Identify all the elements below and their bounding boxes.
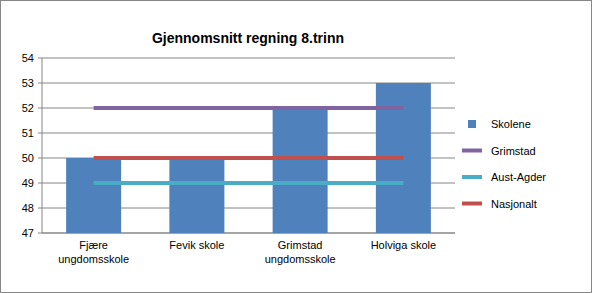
- y-tick-label: 50: [22, 152, 34, 164]
- x-tick-line: ungdomsskole: [58, 253, 129, 265]
- grid-line: [42, 158, 455, 159]
- grid-line: [42, 183, 455, 184]
- x-tick-label: Fjære ungdomsskole: [58, 239, 129, 265]
- y-tick-label: 47: [22, 227, 34, 239]
- plot-area: [66, 83, 431, 233]
- bar: [169, 158, 224, 233]
- x-tick-line: Fevik skole: [169, 239, 224, 251]
- x-tick-label: Fevik skole: [169, 239, 224, 251]
- tick-mark: [38, 83, 42, 84]
- x-tick-line: ungdomsskole: [265, 253, 336, 265]
- chart: Gjennomsnitt regning 8.trinn 47 48 49 50 51 52…: [0, 0, 592, 293]
- x-tick-line: Holviga skole: [371, 239, 436, 251]
- bar: [273, 108, 328, 233]
- tick-mark: [38, 208, 42, 209]
- line: [94, 156, 404, 160]
- y-tick-label: 54: [22, 52, 34, 64]
- tick-mark: [38, 158, 42, 159]
- tick-mark: [38, 233, 42, 234]
- legend-swatch: [462, 202, 482, 206]
- x-tick-label: Holviga skole: [371, 239, 436, 251]
- x-tick-label: Grimstad ungdomsskole: [265, 239, 336, 265]
- y-tick-label: 53: [22, 77, 34, 89]
- frame: [1, 1, 592, 293]
- bar: [66, 158, 121, 233]
- line: [94, 106, 404, 110]
- legend-label: Nasjonalt: [491, 198, 537, 210]
- title: Gjennomsnitt regning 8.trinn: [152, 30, 344, 46]
- grid-line: [42, 108, 455, 109]
- y-tick-label: 48: [22, 202, 34, 214]
- tick-mark: [38, 133, 42, 134]
- tick-mark: [38, 108, 42, 109]
- legend-swatch: [462, 175, 482, 179]
- legend-swatch: [462, 149, 482, 153]
- y-tick-label: 51: [22, 127, 34, 139]
- y-tick-label: 49: [22, 177, 34, 189]
- legend-label: Aust-Agder: [491, 171, 546, 183]
- y-axis: [42, 58, 43, 233]
- grid-line: [42, 58, 455, 59]
- legend-label: Grimstad: [491, 145, 536, 157]
- tick-mark: [38, 183, 42, 184]
- x-tick-line: Fjære: [79, 239, 108, 251]
- y-tick-label: 52: [22, 102, 34, 114]
- legend-label: Skolene: [491, 118, 531, 130]
- line: [94, 181, 404, 185]
- x-tick-line: Grimstad: [278, 239, 323, 251]
- tick-mark: [38, 58, 42, 59]
- legend-swatch: [468, 120, 476, 128]
